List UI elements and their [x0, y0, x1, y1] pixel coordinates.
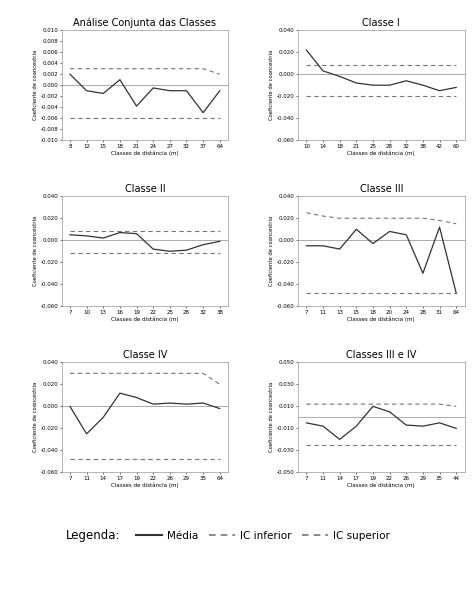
- X-axis label: Classes de distância (m): Classes de distância (m): [111, 482, 179, 488]
- Title: Classe II: Classe II: [125, 184, 165, 194]
- Y-axis label: Coeficiente de coancestria: Coeficiente de coancestria: [269, 382, 274, 452]
- Title: Análise Conjunta das Classes: Análise Conjunta das Classes: [73, 17, 216, 28]
- Y-axis label: Coeficiente de coancestria: Coeficiente de coancestria: [33, 216, 37, 286]
- X-axis label: Classes de distância (m): Classes de distância (m): [111, 150, 179, 156]
- X-axis label: Classes de distância (m): Classes de distância (m): [347, 316, 415, 321]
- Title: Classe IV: Classe IV: [123, 350, 167, 360]
- Title: Classes III e IV: Classes III e IV: [346, 350, 417, 360]
- Legend: Média, IC inferior, IC superior: Média, IC inferior, IC superior: [132, 526, 394, 545]
- Y-axis label: Coeficiente de coancestria: Coeficiente de coancestria: [33, 50, 37, 121]
- Y-axis label: Coeficiente de coancestria: Coeficiente de coancestria: [269, 50, 274, 121]
- Y-axis label: Coeficiente de coancestria: Coeficiente de coancestria: [33, 382, 37, 452]
- X-axis label: Classes de distância (m): Classes de distância (m): [111, 316, 179, 321]
- X-axis label: Classes de distância (m): Classes de distância (m): [347, 150, 415, 156]
- Title: Classe I: Classe I: [363, 18, 400, 28]
- Text: Legenda:: Legenda:: [65, 529, 120, 542]
- X-axis label: Classes de distância (m): Classes de distância (m): [347, 482, 415, 488]
- Y-axis label: Coeficiente de coancestria: Coeficiente de coancestria: [269, 216, 274, 286]
- Title: Classe III: Classe III: [359, 184, 403, 194]
